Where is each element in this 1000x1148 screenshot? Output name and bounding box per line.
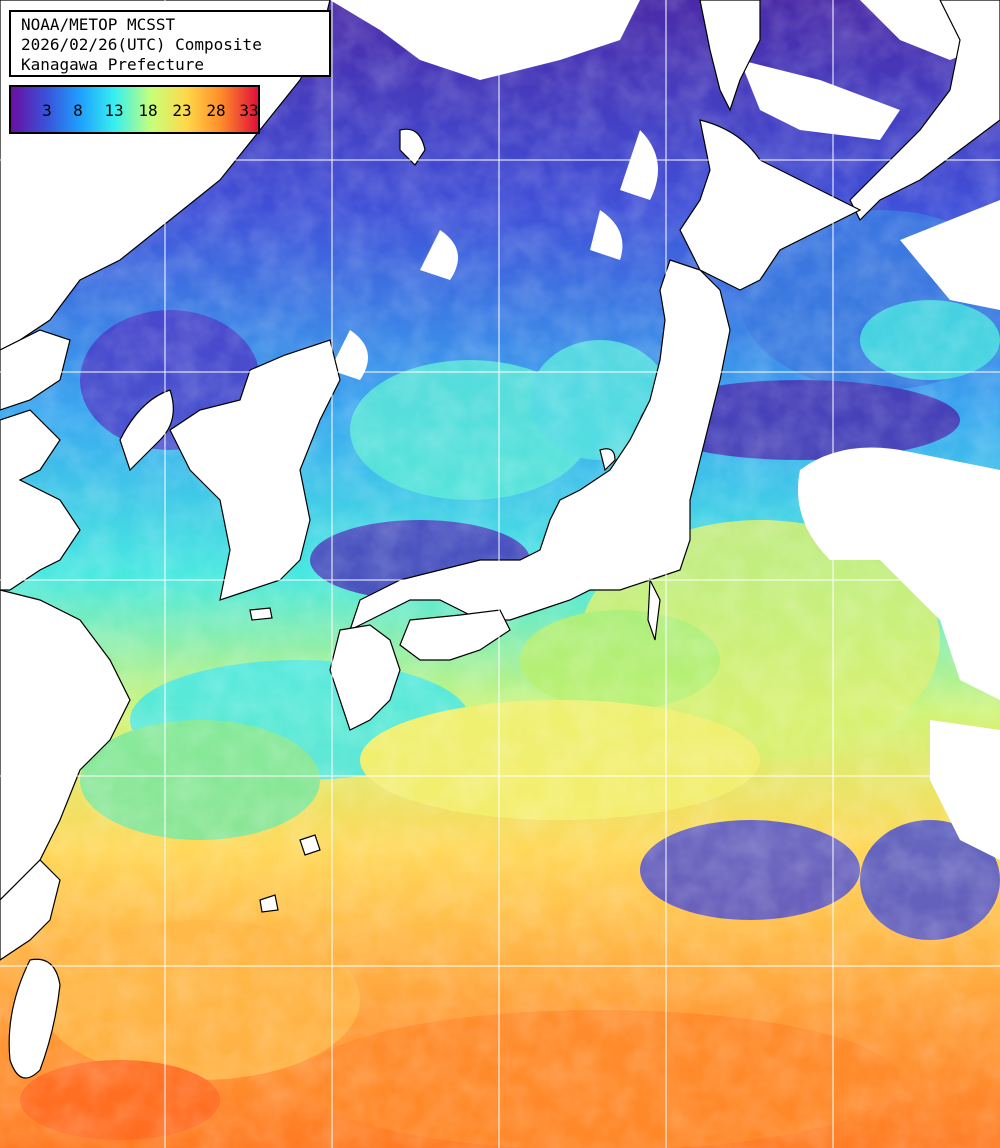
land-oki-island — [399, 128, 426, 166]
land-jeju — [249, 607, 273, 621]
land-ryukyu-2 — [259, 894, 279, 913]
land-izu-island — [647, 577, 661, 641]
cloud-masks — [330, 0, 1000, 860]
title-line-3: Kanagawa Prefecture — [21, 55, 205, 74]
legend-label: 3 — [42, 101, 52, 120]
land-taiwan — [8, 958, 61, 1079]
land-shikoku — [399, 609, 511, 661]
legend-label: 18 — [138, 101, 158, 120]
land-kamchatka-side — [849, 0, 1000, 222]
land-sakhalin — [699, 0, 761, 112]
land-hokkaido — [679, 119, 862, 291]
legend-labels: 3 8 13 18 23 28 33 — [11, 87, 258, 132]
land-sado — [599, 448, 616, 472]
legend-label: 33 — [239, 101, 259, 120]
land-east-china-south — [0, 859, 61, 961]
legend-label: 8 — [73, 101, 83, 120]
title-box: NOAA/METOP MCSST 2026/02/26(UTC) Composi… — [9, 10, 331, 77]
legend-label: 28 — [206, 101, 226, 120]
land-ryukyu-1 — [299, 834, 321, 856]
land-shandong — [119, 389, 174, 472]
land-korea — [169, 339, 341, 601]
title-line-2: 2026/02/26(UTC) Composite — [21, 35, 262, 54]
color-legend: 3 8 13 18 23 28 33 — [9, 85, 260, 134]
legend-label: 23 — [172, 101, 192, 120]
legend-label: 13 — [104, 101, 124, 120]
land-manchuria — [0, 329, 71, 411]
title-line-1: NOAA/METOP MCSST — [21, 15, 176, 34]
legend-gradient — [11, 87, 258, 132]
land-china-coast — [0, 409, 81, 591]
land-honshu — [348, 259, 731, 632]
